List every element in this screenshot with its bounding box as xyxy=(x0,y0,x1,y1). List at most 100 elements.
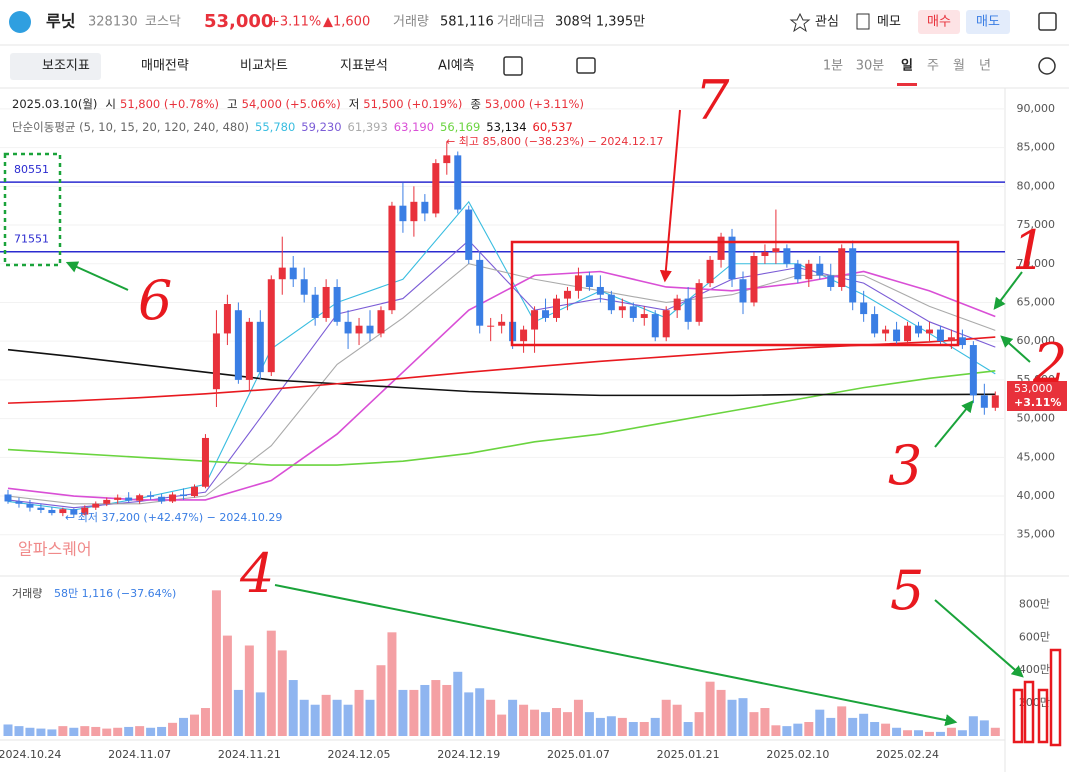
candle-body xyxy=(805,263,813,280)
volume-bar xyxy=(189,714,199,736)
candle-body xyxy=(498,321,506,326)
candle-body xyxy=(399,205,407,222)
candle-body xyxy=(366,325,374,334)
plot: 90,000 85,000 80,000 75,000 70,000 65,000 60,0… xyxy=(0,97,1067,761)
info-value: 54,000 (+5.06%) xyxy=(242,97,341,111)
sell-button[interactable]: 매도 xyxy=(976,15,1000,30)
candle-body xyxy=(289,267,297,280)
candle-body xyxy=(651,314,659,338)
volume-bar xyxy=(606,716,616,736)
candle-body xyxy=(300,279,308,295)
stock-code: 328130 xyxy=(88,15,138,30)
red-box xyxy=(510,240,960,347)
volume-bar xyxy=(628,722,638,736)
arrow xyxy=(934,599,1024,678)
volume-bar xyxy=(881,723,891,736)
settings-icon[interactable] xyxy=(1038,57,1056,75)
x-tick-label: 2024.12.05 xyxy=(328,748,391,761)
volume-bar xyxy=(376,665,386,736)
volume-bar xyxy=(661,699,671,736)
volume-bar xyxy=(25,727,35,736)
info-value: 53,000 (+3.11%) xyxy=(485,97,584,111)
candle-body xyxy=(882,329,890,334)
period[interactable]: 월 xyxy=(953,59,965,74)
volume-tick-label: 600만 xyxy=(1019,630,1050,643)
x-tick-label: 2024.11.21 xyxy=(218,748,281,761)
candle-body xyxy=(838,248,846,287)
candle-body xyxy=(421,201,429,214)
candle-body xyxy=(958,337,966,346)
ma-legend-value: 63,190 xyxy=(394,120,434,134)
candle-body xyxy=(750,256,758,303)
toolbar-item[interactable]: 매매전략 xyxy=(141,59,189,74)
volume-bar xyxy=(255,692,265,736)
memo-button[interactable]: 메모 xyxy=(877,15,901,30)
volume-bar xyxy=(705,681,715,736)
volume-bar xyxy=(584,712,594,736)
memo-icon[interactable] xyxy=(856,13,870,30)
layout-icon[interactable] xyxy=(1038,12,1057,31)
volume-bar xyxy=(36,728,46,736)
candle-body xyxy=(673,298,681,311)
candle-body xyxy=(585,275,593,287)
candle-body xyxy=(695,283,703,322)
candle-body xyxy=(794,263,802,280)
amount: 308억 1,395만 xyxy=(555,15,645,30)
info-label: 저 xyxy=(349,97,360,111)
camera-icon[interactable] xyxy=(576,57,596,74)
period[interactable]: 30분 xyxy=(856,59,885,74)
candle-body xyxy=(849,248,857,303)
candle-body xyxy=(223,304,231,334)
candle-body xyxy=(936,329,944,342)
candle-body xyxy=(728,236,736,280)
volume-bar xyxy=(288,680,298,736)
toolbar-item[interactable]: 비교차트 xyxy=(240,59,288,74)
volume-bar xyxy=(562,712,572,736)
volume-bar xyxy=(409,689,419,736)
volume-bar xyxy=(552,708,561,736)
volume-bar xyxy=(343,704,353,736)
ma-legend-value: 60,537 xyxy=(533,120,573,134)
candle-body xyxy=(278,267,286,280)
toolbar-item[interactable]: 보조지표 xyxy=(42,59,90,74)
checkbox[interactable] xyxy=(503,56,523,76)
candle-body xyxy=(531,310,539,330)
volume-bar xyxy=(222,635,232,736)
period[interactable]: 주 xyxy=(927,59,939,74)
toolbar-item[interactable]: 지표분석 xyxy=(340,59,388,74)
buy-button[interactable]: 매수 xyxy=(927,15,951,30)
star-icon[interactable] xyxy=(789,12,811,33)
red-bars xyxy=(1012,648,1062,747)
candle-body xyxy=(969,345,977,396)
market: 코스닥 xyxy=(145,15,181,30)
candle-body xyxy=(15,501,23,504)
volume-bar xyxy=(321,694,331,736)
period[interactable]: 일 xyxy=(901,59,913,74)
volume-bar xyxy=(233,689,243,736)
volume-bar xyxy=(69,727,79,736)
volume-bar xyxy=(990,727,1000,736)
watch-button[interactable]: 관심 xyxy=(815,15,839,30)
volume-bar xyxy=(453,671,463,736)
volume-bar xyxy=(420,684,430,736)
y-tick-label: 45,000 xyxy=(1017,450,1056,463)
volume-bar xyxy=(168,722,178,736)
period[interactable]: 1분 xyxy=(823,59,843,74)
buy-bg[interactable] xyxy=(918,10,960,34)
volume-bar xyxy=(299,699,309,736)
volume-bar xyxy=(738,698,748,736)
sell-bg[interactable] xyxy=(966,10,1010,34)
candle-body xyxy=(980,395,988,408)
candle-body xyxy=(596,286,604,295)
arrow xyxy=(934,400,974,448)
candle-body xyxy=(915,325,923,334)
high-note: ← 최고 85,800 (−38.23%) − 2024.12.17 xyxy=(446,135,663,148)
volume-bar xyxy=(365,699,375,736)
toolbar-item[interactable]: AI예측 xyxy=(438,59,475,74)
volume-bar xyxy=(464,692,474,736)
ma-legend-title: 단순이동평균 (5, 10, 15, 20, 120, 240, 480) xyxy=(12,120,249,134)
period[interactable]: 년 xyxy=(979,59,991,74)
watermark: 알파스퀘어 xyxy=(18,540,92,559)
candle-body xyxy=(574,275,582,291)
